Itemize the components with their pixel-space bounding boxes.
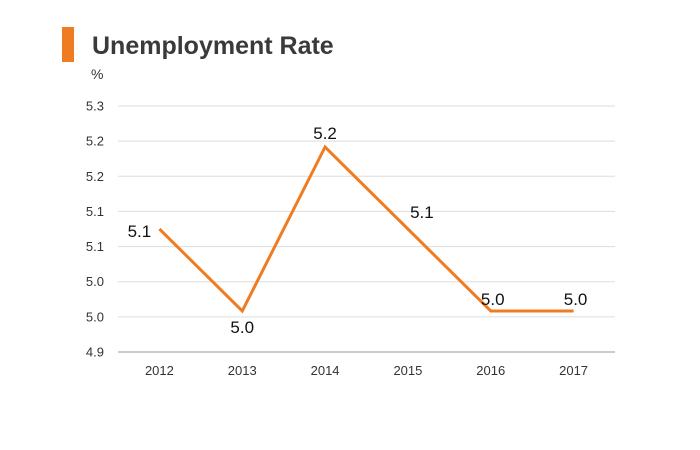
y-tick-label: 5.3 xyxy=(86,99,104,114)
title-accent-bar xyxy=(62,27,74,62)
x-tick-label: 2017 xyxy=(559,363,588,378)
x-axis-ticks: 2012 2013 2014 2015 2016 2017 xyxy=(145,363,588,378)
data-label: 5.1 xyxy=(410,203,434,222)
chart-title: Unemployment Rate xyxy=(92,32,334,60)
y-tick-label: 5.2 xyxy=(86,134,104,149)
gridlines xyxy=(118,105,615,353)
y-tick-label: 4.9 xyxy=(86,345,104,360)
y-tick-label: 5.1 xyxy=(86,239,104,254)
x-tick-label: 2016 xyxy=(476,363,505,378)
x-tick-label: 2013 xyxy=(228,363,257,378)
y-axis-unit-label: % xyxy=(91,66,104,82)
data-label: 5.0 xyxy=(481,290,505,309)
y-tick-label: 5.0 xyxy=(86,274,104,289)
data-label: 5.1 xyxy=(128,222,152,241)
x-tick-label: 2012 xyxy=(145,363,174,378)
y-tick-label: 5.0 xyxy=(86,309,104,324)
y-tick-label: 5.1 xyxy=(86,204,104,219)
y-axis-ticks: 4.9 5.0 5.0 5.1 5.1 5.2 5.2 5.3 xyxy=(86,99,104,360)
series-line xyxy=(158,144,574,314)
data-label: 5.2 xyxy=(313,124,337,143)
data-label: 5.0 xyxy=(230,318,254,337)
x-tick-label: 2015 xyxy=(393,363,422,378)
y-tick-label: 5.2 xyxy=(86,169,104,184)
series-group xyxy=(158,144,574,314)
data-labels: 5.1 5.0 5.2 5.1 5.0 5.0 xyxy=(128,124,588,337)
data-label: 5.0 xyxy=(564,290,588,309)
x-tick-label: 2014 xyxy=(311,363,340,378)
